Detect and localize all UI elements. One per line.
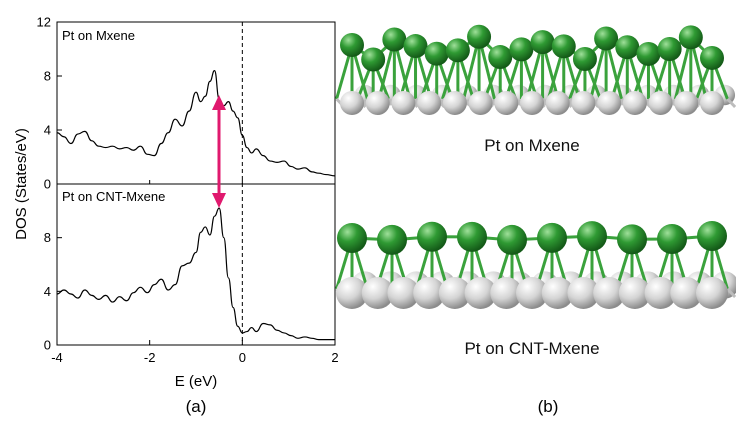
pt-atom bbox=[445, 38, 470, 63]
mxene-atom bbox=[700, 91, 724, 115]
x-tick-label: -4 bbox=[51, 350, 63, 365]
pt-atom bbox=[572, 46, 597, 71]
pt-atom bbox=[424, 41, 449, 66]
y-tick-label: 4 bbox=[44, 123, 51, 138]
structure-pt-on-mxene bbox=[335, 24, 736, 115]
pt-atom bbox=[537, 222, 567, 253]
y-ticks-upper: 0 4 8 12 bbox=[37, 15, 62, 192]
pt-atom bbox=[509, 37, 534, 62]
x-tick-label: 0 bbox=[239, 350, 246, 365]
mxene-atom bbox=[622, 91, 647, 115]
peak-shift-arrow bbox=[212, 95, 226, 208]
y-tick-label: 0 bbox=[44, 338, 51, 353]
mxene-atom bbox=[340, 91, 364, 115]
pt-atom bbox=[457, 221, 487, 252]
mxene-atom bbox=[365, 91, 390, 115]
x-tick-label: -2 bbox=[144, 350, 156, 365]
mxene-atom bbox=[516, 277, 548, 309]
pt-atom bbox=[617, 224, 647, 255]
pt-atom bbox=[340, 33, 364, 57]
pt-atom bbox=[700, 45, 724, 70]
pt-atom bbox=[577, 221, 607, 252]
mxene-atom bbox=[644, 277, 677, 309]
pt-atom bbox=[337, 223, 367, 253]
mxene-atom bbox=[593, 277, 626, 309]
mxene-atom bbox=[696, 277, 728, 309]
panel-title-lower: Pt on CNT-Mxene bbox=[62, 189, 165, 204]
x-ticks: -4 -2 0 2 bbox=[51, 180, 339, 365]
mxene-atom bbox=[494, 91, 519, 115]
y-axis-label: DOS (States/eV) bbox=[13, 128, 30, 240]
mxene-atom bbox=[571, 91, 596, 115]
pt-atom bbox=[594, 26, 619, 51]
panel-label-a: (a) bbox=[186, 397, 207, 416]
y-tick-label: 8 bbox=[44, 69, 51, 84]
mxene-atom bbox=[490, 277, 523, 309]
mxene-atom bbox=[618, 277, 651, 309]
dos-chart: 0 4 8 12 0 4 8 -4 -2 0 2 Pt on Mxene Pt on CNT-M… bbox=[13, 15, 339, 417]
pt-atom bbox=[403, 34, 428, 59]
mxene-atom bbox=[597, 91, 622, 115]
pt-atom bbox=[382, 27, 407, 52]
pt-atom bbox=[615, 35, 640, 60]
pt-atom bbox=[377, 224, 407, 255]
y-tick-label: 8 bbox=[44, 230, 51, 245]
panel-title-upper: Pt on Mxene bbox=[62, 28, 135, 43]
structure-panel: Pt on Mxene Pt on CNT-Mxene (b) bbox=[335, 24, 736, 416]
mxene-atom bbox=[361, 277, 394, 309]
mxene-atom bbox=[438, 277, 471, 309]
mxene-atom bbox=[413, 277, 446, 309]
pt-atom bbox=[697, 221, 727, 252]
mxene-atom bbox=[648, 91, 673, 115]
pt-atom bbox=[467, 24, 492, 49]
mxene-atom bbox=[541, 277, 574, 309]
mxene-atom bbox=[387, 277, 420, 309]
structure-label-top: Pt on Mxene bbox=[484, 136, 579, 155]
structure-pt-on-cnt-mxene bbox=[335, 221, 736, 309]
y-tick-label: 0 bbox=[44, 177, 51, 192]
mxene-atom bbox=[545, 91, 570, 115]
mxene-atom bbox=[670, 277, 703, 309]
mxene-atom bbox=[567, 277, 600, 309]
pt-atom bbox=[497, 224, 527, 255]
x-axis-label: E (eV) bbox=[175, 373, 218, 390]
y-tick-label: 4 bbox=[44, 284, 51, 299]
pt-atom bbox=[636, 41, 661, 66]
dos-curve-pt-on-cnt-mxene bbox=[56, 207, 335, 341]
panel-label-b: (b) bbox=[538, 397, 559, 416]
mxene-bond bbox=[726, 287, 736, 299]
mxene-atom bbox=[674, 91, 699, 115]
pt-atom bbox=[361, 47, 386, 72]
mxene-atom bbox=[417, 91, 442, 115]
pt-atom bbox=[657, 36, 682, 61]
mxene-bond bbox=[726, 97, 736, 109]
x-tick-label: 2 bbox=[331, 350, 338, 365]
y-ticks-lower: 0 4 8 bbox=[44, 230, 62, 353]
mxene-atom bbox=[391, 91, 416, 115]
structure-label-bottom: Pt on CNT-Mxene bbox=[464, 339, 599, 358]
mxene-atom bbox=[468, 91, 493, 115]
y-tick-label: 12 bbox=[37, 15, 51, 30]
pt-atom bbox=[657, 223, 687, 254]
mxene-atom bbox=[520, 91, 544, 115]
pt-atom bbox=[530, 30, 555, 55]
dos-curve-pt-on-mxene bbox=[56, 69, 336, 177]
pt-atom bbox=[678, 25, 703, 50]
mxene-atom bbox=[442, 91, 467, 115]
mxene-atom bbox=[336, 277, 368, 309]
pt-atom bbox=[488, 45, 513, 70]
mxene-atom bbox=[464, 277, 497, 309]
pt-atom bbox=[551, 34, 576, 59]
pt-atom bbox=[417, 221, 447, 252]
